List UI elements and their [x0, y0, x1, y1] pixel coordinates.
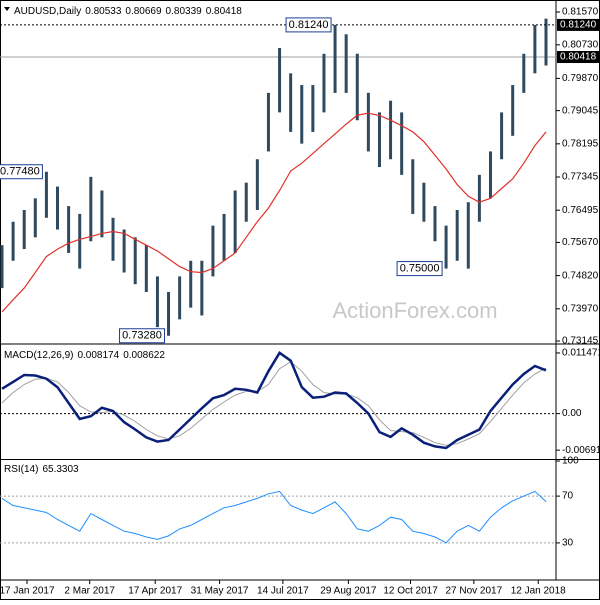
price-annotation: 0.77480	[0, 164, 43, 180]
y-tick-label: 0.78195	[562, 138, 599, 149]
rsi-line	[1, 490, 547, 544]
y-tick-label: 0.77345	[562, 172, 599, 183]
header-value: 0.80418	[206, 6, 243, 17]
x-tick-label: 17 Apr 2017	[128, 586, 182, 597]
x-tick-label: 17 Jan 2017	[0, 586, 55, 597]
y-tick-label: 70	[562, 491, 574, 502]
y-tick-label: 0.75670	[562, 237, 599, 248]
panel-header: AUDUSD,Daily 0.80533 0.80669 0.80339 0.80418	[14, 6, 242, 17]
y-tick-label: 0.80730	[562, 39, 599, 50]
moving-average	[1, 112, 547, 313]
x-tick-label: 14 Jul 2017	[257, 586, 309, 597]
macd-line	[1, 351, 547, 450]
x-tick-label: 2 Mar 2017	[64, 586, 115, 597]
annotation-label: 0.75000	[400, 262, 440, 274]
y-tick-label: 0.79870	[562, 73, 599, 84]
x-tick-label: 31 May 2017	[191, 586, 249, 597]
price-annotation: 0.81240	[285, 17, 332, 33]
axis-label-box	[557, 18, 599, 31]
panel-title: AUDUSD,Daily	[14, 6, 81, 17]
header-value: 0.80339	[166, 6, 203, 17]
x-tick-label: 29 Aug 2017	[320, 586, 377, 597]
annotation-box	[119, 328, 166, 344]
price-annotation: 0.73280	[119, 328, 166, 344]
annotation-box	[0, 164, 43, 180]
signal-line	[1, 361, 547, 446]
panel-title: RSI(14)	[4, 464, 38, 475]
header-value: 0.008622	[123, 350, 165, 361]
y-tick-label: 0.73970	[562, 303, 599, 314]
header-value: 0.80533	[85, 6, 122, 17]
annotation-box	[396, 261, 443, 277]
header-value: 0.008174	[77, 350, 119, 361]
panel-title: MACD(12,26,9)	[4, 350, 73, 361]
y-tick-label: 0.011471	[562, 348, 600, 359]
x-tick-label: 12 Jan 2018	[511, 586, 566, 597]
watermark: ActionForex.com	[332, 298, 497, 323]
panel-header: RSI(14) 65.3303	[4, 464, 79, 475]
annotation-label: 0.81240	[289, 19, 329, 31]
annotation-label: 0.77480	[0, 166, 40, 178]
y-tick-label: 0.74820	[562, 270, 599, 281]
annotation-box	[285, 17, 332, 33]
x-tick-label: 12 Oct 2017	[383, 586, 438, 597]
last-price-label: 0.80418	[560, 52, 597, 63]
y-tick-label: 0.76495	[562, 205, 599, 216]
y-tick-label: 0.73145	[562, 336, 599, 347]
y-tick-label: 0.00	[562, 408, 582, 419]
header-value: 0.80669	[125, 6, 162, 17]
y-tick-label: 0.81570	[562, 7, 599, 18]
panel-header: MACD(12,26,9) 0.008174 0.008622	[4, 350, 165, 361]
header-value: 65.3303	[42, 464, 79, 475]
dropdown-icon	[4, 7, 10, 11]
annotation-label: 0.73280	[122, 330, 162, 342]
y-tick-label: 0.79045	[562, 105, 599, 116]
y-tick-label: 30	[562, 538, 574, 549]
y-tick-label: 100	[562, 456, 579, 467]
y-tick-label: -0.006913	[562, 445, 600, 456]
price-annotation: 0.75000	[396, 261, 443, 277]
last-price-box	[557, 51, 599, 64]
axis-level-label: 0.81240	[560, 20, 597, 31]
x-tick-label: 27 Nov 2017	[445, 586, 502, 597]
